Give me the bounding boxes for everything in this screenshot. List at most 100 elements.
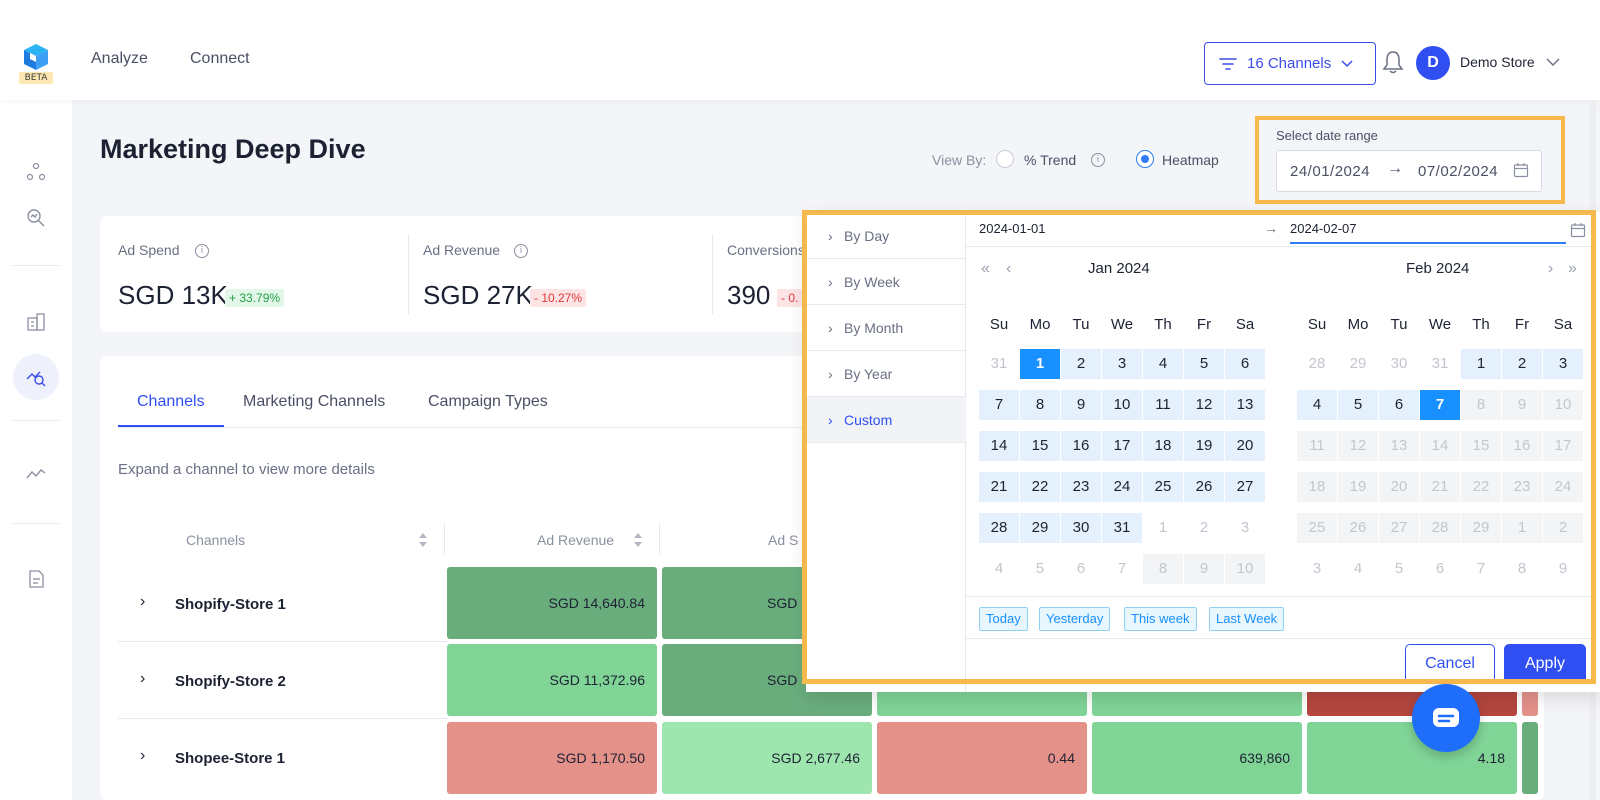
prev-month-icon[interactable]: ‹ xyxy=(1006,260,1012,277)
calendar-day[interactable]: 1 xyxy=(1020,349,1060,379)
bell-icon[interactable] xyxy=(1382,50,1404,74)
document-icon[interactable] xyxy=(24,567,48,591)
calendar-day[interactable]: 3 xyxy=(1240,519,1250,536)
calendar-day[interactable]: 5 xyxy=(1338,390,1378,420)
calendar-day[interactable]: 25 xyxy=(1143,472,1183,502)
calendar-day[interactable]: 29 xyxy=(1461,513,1501,543)
calendar-day[interactable]: 14 xyxy=(979,431,1019,461)
calendar-day[interactable]: 23 xyxy=(1502,472,1542,502)
sort-icon[interactable] xyxy=(633,530,643,550)
apply-button[interactable]: Apply xyxy=(1504,644,1586,684)
calendar-day[interactable]: 4 xyxy=(994,560,1004,577)
calendar-day[interactable]: 24 xyxy=(1102,472,1142,502)
calendar-day[interactable]: 3 xyxy=(1543,349,1583,379)
expand-chevron-icon[interactable]: › xyxy=(140,670,146,687)
calendar-day[interactable]: 16 xyxy=(1502,431,1542,461)
calendar-day[interactable]: 8 xyxy=(1461,390,1501,420)
picker-start-input[interactable]: 2024-01-01 xyxy=(979,221,1046,236)
preset-by-day[interactable]: › By Day xyxy=(806,213,966,259)
calendar-day[interactable]: 2 xyxy=(1543,513,1583,543)
info-icon[interactable]: i xyxy=(514,244,528,258)
info-icon[interactable]: i xyxy=(1091,153,1105,167)
calendar-day[interactable]: 18 xyxy=(1297,472,1337,502)
calendar-day[interactable]: 7 xyxy=(1476,560,1486,577)
calendar-icon[interactable] xyxy=(1570,222,1586,238)
calendar-day[interactable]: 8 xyxy=(1143,554,1183,584)
date-range-input[interactable] xyxy=(1276,150,1542,192)
tab-channels[interactable]: Channels xyxy=(137,393,205,410)
expand-chevron-icon[interactable]: › xyxy=(140,593,146,610)
calendar-day[interactable]: 29 xyxy=(1349,355,1367,372)
calendar-day[interactable]: 26 xyxy=(1338,513,1378,543)
expand-chevron-icon[interactable]: › xyxy=(140,747,146,764)
avatar[interactable]: D xyxy=(1416,46,1450,80)
chevron-down-icon[interactable] xyxy=(1546,58,1560,67)
calendar-day[interactable]: 9 xyxy=(1558,560,1568,577)
next-month-icon[interactable]: › xyxy=(1548,260,1554,277)
calendar-day[interactable]: 22 xyxy=(1461,472,1501,502)
calendar-day[interactable]: 1 xyxy=(1461,349,1501,379)
calendar-day[interactable]: 3 xyxy=(1102,349,1142,379)
column-header-channels[interactable]: Channels xyxy=(186,532,246,548)
calendar-day[interactable]: 6 xyxy=(1076,560,1086,577)
calendar-day[interactable]: 4 xyxy=(1143,349,1183,379)
quick-range-today[interactable]: Today xyxy=(979,607,1028,631)
calendar-day[interactable]: 12 xyxy=(1184,390,1224,420)
tab-campaign-types[interactable]: Campaign Types xyxy=(428,393,548,410)
info-icon[interactable]: i xyxy=(195,244,209,258)
radio-trend[interactable] xyxy=(996,150,1014,168)
marketing-analytics-icon[interactable] xyxy=(24,365,48,389)
calendar-icon[interactable] xyxy=(1513,162,1529,178)
left-month-title[interactable]: Jan 2024 xyxy=(1088,260,1150,277)
calendar-day[interactable]: 17 xyxy=(1102,431,1142,461)
calendar-day[interactable]: 12 xyxy=(1338,431,1378,461)
date-range-end[interactable]: 07/02/2024 xyxy=(1418,163,1499,180)
calendar-day[interactable]: 19 xyxy=(1184,431,1224,461)
calendar-day[interactable]: 27 xyxy=(1225,472,1265,502)
calendar-day[interactable]: 30 xyxy=(1061,513,1101,543)
building-icon[interactable] xyxy=(24,310,48,334)
quick-range-last-week[interactable]: Last Week xyxy=(1209,607,1285,631)
calendar-day[interactable]: 11 xyxy=(1143,390,1183,420)
preset-by-year[interactable]: › By Year xyxy=(806,351,966,397)
search-analytics-icon[interactable] xyxy=(24,206,48,230)
calendar-day[interactable]: 10 xyxy=(1543,390,1583,420)
calendar-day[interactable]: 24 xyxy=(1543,472,1583,502)
sort-icon[interactable] xyxy=(418,530,428,550)
tab-marketing-channels[interactable]: Marketing Channels xyxy=(243,393,386,410)
calendar-day[interactable]: 28 xyxy=(979,513,1019,543)
calendar-day[interactable]: 27 xyxy=(1379,513,1419,543)
nav-analyze[interactable]: Analyze xyxy=(91,50,148,67)
calendar-day[interactable]: 2 xyxy=(1061,349,1101,379)
calendar-day[interactable]: 15 xyxy=(1461,431,1501,461)
calendar-day[interactable]: 30 xyxy=(1390,355,1408,372)
next-year-icon[interactable]: » xyxy=(1568,260,1577,277)
calendar-day[interactable]: 25 xyxy=(1297,513,1337,543)
calendar-day[interactable]: 15 xyxy=(1020,431,1060,461)
calendar-day[interactable]: 2 xyxy=(1502,349,1542,379)
store-name[interactable]: Demo Store xyxy=(1460,54,1535,70)
calendar-day[interactable]: 1 xyxy=(1502,513,1542,543)
radio-heatmap[interactable] xyxy=(1136,150,1154,168)
calendar-day[interactable]: 23 xyxy=(1061,472,1101,502)
chat-launcher[interactable] xyxy=(1412,684,1480,752)
calendar-day[interactable]: 9 xyxy=(1184,554,1224,584)
calendar-day[interactable]: 31 xyxy=(990,355,1008,372)
app-logo[interactable]: BETA xyxy=(18,42,54,86)
calendar-day[interactable]: 5 xyxy=(1394,560,1404,577)
calendar-day[interactable]: 10 xyxy=(1225,554,1265,584)
column-header-ad-spend[interactable]: Ad S xyxy=(768,532,799,548)
calendar-day[interactable]: 7 xyxy=(1117,560,1127,577)
calendar-day[interactable]: 31 xyxy=(1102,513,1142,543)
calendar-day[interactable]: 6 xyxy=(1379,390,1419,420)
calendar-day[interactable]: 9 xyxy=(1502,390,1542,420)
calendar-day[interactable]: 13 xyxy=(1379,431,1419,461)
calendar-day[interactable]: 6 xyxy=(1225,349,1265,379)
calendar-day[interactable]: 10 xyxy=(1102,390,1142,420)
cancel-button[interactable]: Cancel xyxy=(1405,644,1495,684)
channels-filter-button[interactable]: 16 Channels xyxy=(1204,42,1376,85)
calendar-day[interactable]: 13 xyxy=(1225,390,1265,420)
calendar-day[interactable]: 28 xyxy=(1420,513,1460,543)
calendar-day[interactable]: 18 xyxy=(1143,431,1183,461)
calendar-day[interactable]: 6 xyxy=(1435,560,1445,577)
